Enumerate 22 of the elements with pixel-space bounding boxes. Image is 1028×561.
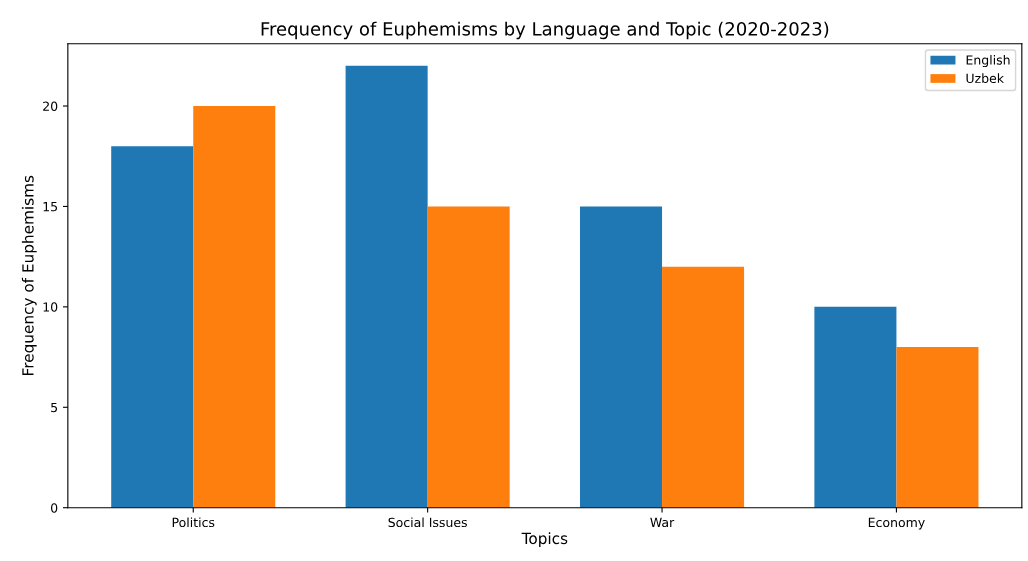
bar (427, 206, 510, 508)
bar (662, 266, 745, 508)
x-tick-label: Politics (172, 517, 215, 528)
bar (814, 306, 897, 508)
y-tick-label: 15 (43, 202, 58, 212)
bar (580, 206, 663, 508)
legend-label: Uzbek (966, 73, 1004, 84)
y-axis-title: Frequency of Euphemisms (21, 175, 37, 375)
chart-title: Frequency of Euphemisms by Language and Topic (2020-2023) (261, 21, 829, 40)
bar (111, 146, 194, 508)
x-axis-title: Topics (521, 532, 568, 548)
x-tick-label: Social Issues (388, 517, 467, 528)
bar (345, 65, 428, 508)
x-tick-label: Economy (868, 517, 925, 530)
y-tick-label: 10 (43, 302, 58, 312)
y-tick-label: 20 (43, 101, 58, 111)
bar (193, 106, 276, 508)
y-tick-label: 0 (51, 503, 58, 513)
bar (896, 347, 979, 508)
legend-label: English (966, 55, 1010, 68)
y-tick-label: 5 (51, 402, 58, 413)
x-tick-label: War (650, 517, 675, 528)
